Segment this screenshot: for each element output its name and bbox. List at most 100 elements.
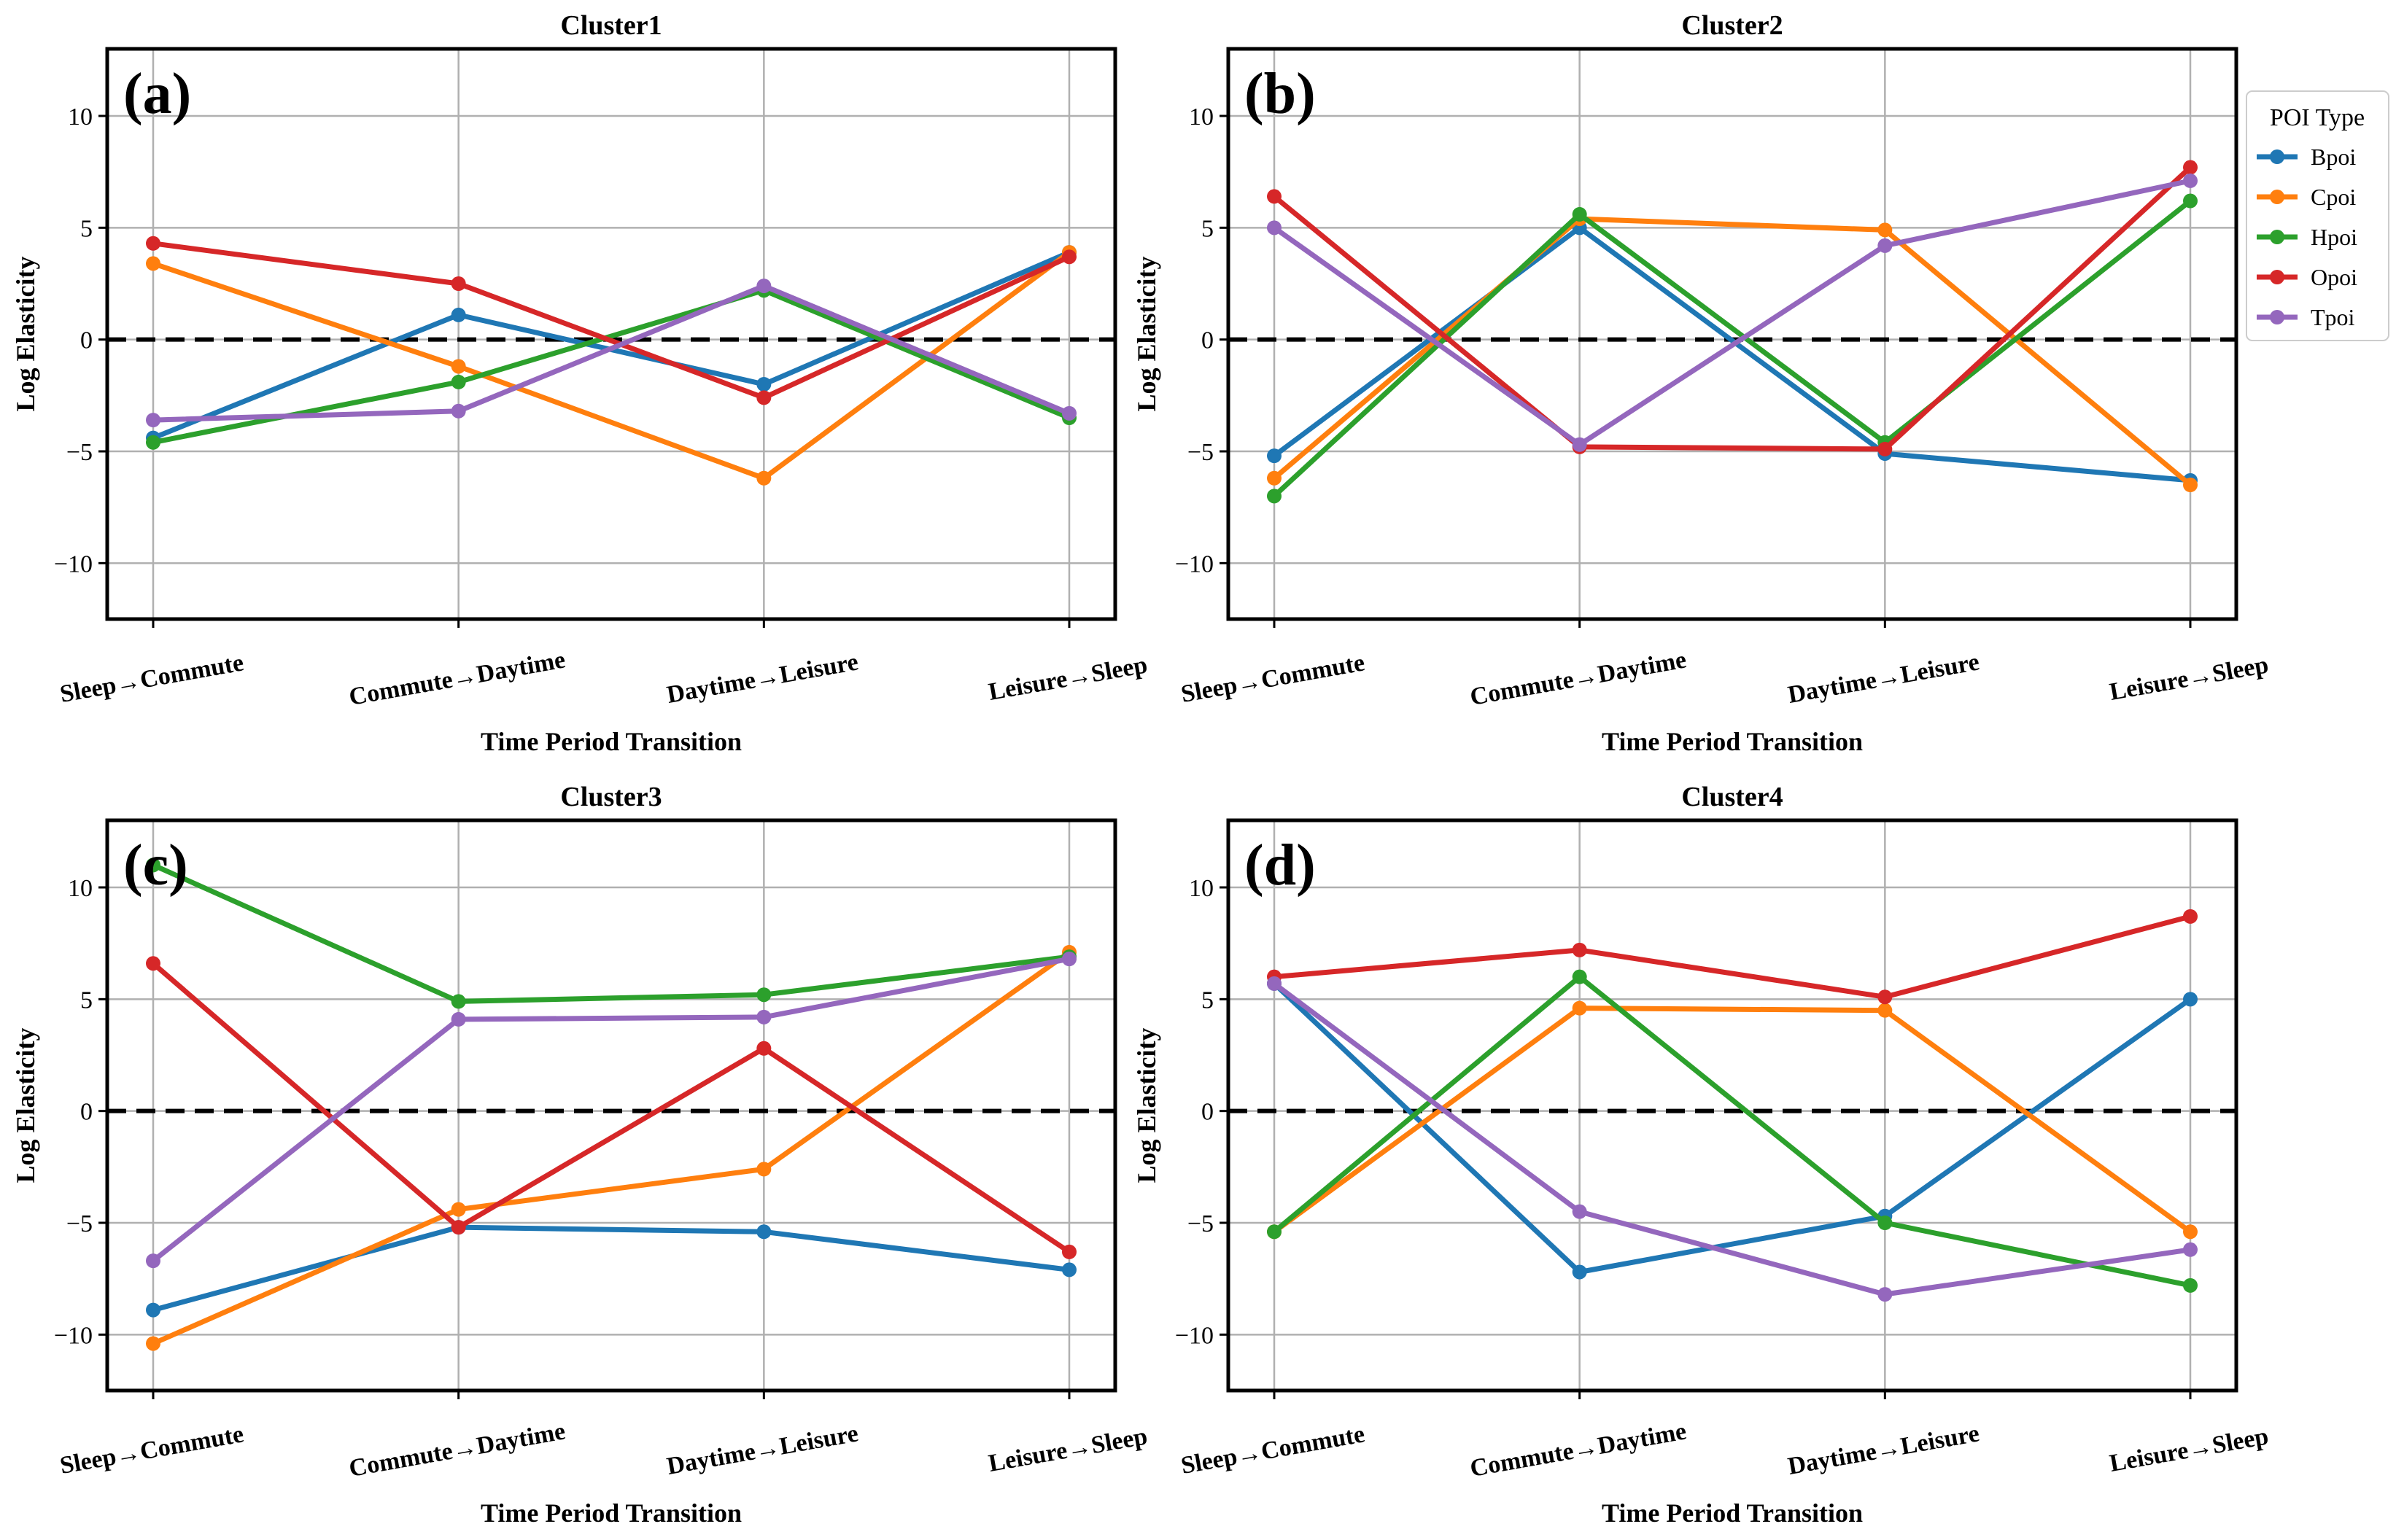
x-axis-label: Time Period Transition bbox=[481, 1498, 742, 1528]
data-point-bpoi bbox=[146, 1302, 160, 1318]
data-point-tpoi bbox=[1572, 1204, 1587, 1219]
legend-label: Hpoi bbox=[2311, 224, 2357, 250]
data-point-tpoi bbox=[451, 1011, 466, 1027]
y-tick-label: 10 bbox=[68, 104, 93, 131]
y-tick-label: 10 bbox=[1189, 875, 1214, 902]
data-point-cpoi bbox=[1877, 1003, 1893, 1018]
y-tick-label: −5 bbox=[1187, 439, 1214, 466]
y-tick-label: 0 bbox=[80, 327, 93, 354]
data-point-bpoi bbox=[756, 377, 772, 392]
data-point-hpoi bbox=[1877, 1216, 1893, 1230]
data-point-opoi bbox=[756, 1041, 772, 1056]
y-axis-label: Log Elasticity bbox=[11, 1028, 40, 1183]
x-axis-label: Time Period Transition bbox=[481, 727, 742, 756]
data-point-tpoi bbox=[1877, 1287, 1893, 1302]
series-line-tpoi bbox=[1271, 981, 2193, 1297]
data-point-hpoi bbox=[146, 858, 160, 873]
data-point-cpoi bbox=[146, 1336, 160, 1351]
data-point-cpoi bbox=[1267, 470, 1282, 486]
x-axis-label: Time Period Transition bbox=[1602, 727, 1863, 756]
data-point-hpoi bbox=[756, 987, 772, 1003]
legend-item-cpoi: Cpoi bbox=[2257, 184, 2356, 210]
data-point-opoi bbox=[2183, 160, 2198, 175]
data-point-opoi bbox=[1062, 1244, 1077, 1259]
data-point-opoi bbox=[146, 236, 160, 251]
legend-title: POI Type bbox=[2270, 104, 2365, 131]
series-line-tpoi bbox=[150, 283, 1072, 423]
series-line-hpoi bbox=[1271, 974, 2193, 1288]
y-axis-label: Log Elasticity bbox=[1132, 1028, 1161, 1183]
data-point-opoi bbox=[2183, 909, 2198, 924]
series-line-tpoi bbox=[150, 956, 1072, 1264]
data-point-opoi bbox=[1877, 989, 1893, 1005]
data-point-tpoi bbox=[1267, 976, 1282, 991]
legend-label: Cpoi bbox=[2311, 184, 2356, 210]
series-line-bpoi bbox=[1271, 225, 2193, 483]
legend-label: Tpoi bbox=[2311, 304, 2355, 330]
y-tick-label: −5 bbox=[1187, 1210, 1214, 1237]
legend-marker-swatch bbox=[2270, 310, 2284, 324]
data-point-cpoi bbox=[756, 470, 772, 486]
series-line-hpoi bbox=[1271, 198, 2193, 499]
data-point-bpoi bbox=[1572, 1264, 1587, 1280]
series-line-tpoi bbox=[1271, 178, 2193, 448]
data-point-cpoi bbox=[451, 359, 466, 374]
data-point-hpoi bbox=[1572, 969, 1587, 984]
data-point-cpoi bbox=[756, 1162, 772, 1177]
series-line-opoi bbox=[1271, 914, 2193, 1000]
series-line-bpoi bbox=[150, 1224, 1072, 1313]
data-point-cpoi bbox=[1572, 1000, 1587, 1016]
y-axis-label: Log Elasticity bbox=[11, 257, 40, 412]
data-point-tpoi bbox=[1062, 405, 1077, 421]
data-point-bpoi bbox=[756, 1224, 772, 1240]
y-tick-label: 5 bbox=[1201, 215, 1214, 242]
data-point-tpoi bbox=[451, 403, 466, 419]
y-tick-label: 10 bbox=[68, 875, 93, 902]
panel-letter: (b) bbox=[1244, 62, 1316, 126]
x-axis-label: Time Period Transition bbox=[1602, 1498, 1863, 1528]
data-point-cpoi bbox=[1877, 222, 1893, 238]
series-line-opoi bbox=[150, 960, 1072, 1255]
axes-frame bbox=[1226, 47, 2238, 621]
y-tick-label: 5 bbox=[80, 987, 93, 1014]
data-point-hpoi bbox=[451, 374, 466, 389]
data-point-opoi bbox=[451, 276, 466, 291]
data-point-hpoi bbox=[1572, 206, 1587, 222]
legend-marker-swatch bbox=[2270, 190, 2284, 204]
y-tick-label: −10 bbox=[54, 551, 93, 578]
data-point-tpoi bbox=[1267, 220, 1282, 236]
data-point-opoi bbox=[451, 1220, 466, 1235]
y-tick-label: −10 bbox=[1175, 1322, 1214, 1349]
y-tick-label: −5 bbox=[66, 1210, 93, 1237]
data-point-hpoi bbox=[1267, 1224, 1282, 1240]
data-point-tpoi bbox=[1877, 238, 1893, 253]
panel-letter: (d) bbox=[1244, 833, 1316, 898]
data-point-cpoi bbox=[2183, 1224, 2198, 1240]
y-tick-label: 5 bbox=[80, 215, 93, 242]
data-point-opoi bbox=[756, 390, 772, 405]
series-line-cpoi bbox=[150, 249, 1072, 481]
data-point-bpoi bbox=[1062, 1262, 1077, 1278]
y-axis-label: Log Elasticity bbox=[1132, 257, 1161, 412]
y-tick-label: −5 bbox=[66, 439, 93, 466]
data-point-bpoi bbox=[451, 307, 466, 322]
y-tick-label: −10 bbox=[54, 1322, 93, 1349]
axes-frame bbox=[105, 47, 1117, 621]
series-line-hpoi bbox=[150, 287, 1072, 446]
data-point-opoi bbox=[1877, 441, 1893, 456]
data-point-tpoi bbox=[1062, 952, 1077, 967]
panel-letter: (a) bbox=[123, 62, 191, 126]
chart-title: Cluster2 bbox=[1681, 10, 1783, 41]
y-tick-label: 0 bbox=[80, 1099, 93, 1126]
series-line-cpoi bbox=[150, 949, 1072, 1347]
data-point-opoi bbox=[1062, 249, 1077, 265]
data-point-tpoi bbox=[2183, 1242, 2198, 1257]
data-point-cpoi bbox=[146, 256, 160, 271]
data-point-bpoi bbox=[1267, 448, 1282, 464]
y-tick-label: 0 bbox=[1201, 1099, 1214, 1126]
data-point-opoi bbox=[1267, 189, 1282, 204]
legend-item-bpoi: Bpoi bbox=[2257, 144, 2356, 170]
legend-marker-swatch bbox=[2270, 270, 2284, 284]
